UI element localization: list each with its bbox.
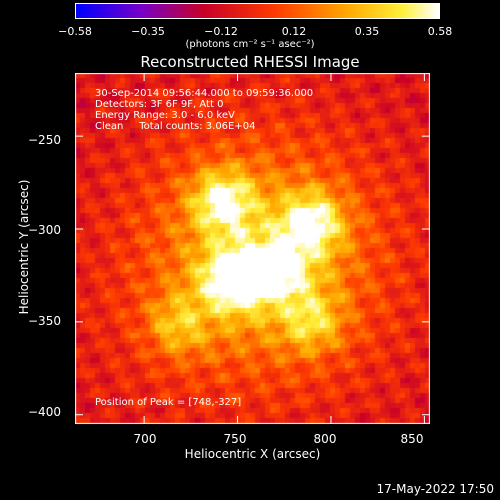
timestamp: 17-May-2022 17:50 xyxy=(376,482,494,496)
colorbar-tick: 0.35 xyxy=(354,25,380,38)
detectors-info: Detectors: 3F 6F 9F, Att 0 xyxy=(95,99,224,110)
y-tick-label: −300 xyxy=(28,223,61,237)
colorbar xyxy=(75,3,440,19)
x-tick-label: 750 xyxy=(223,432,247,446)
x-tick-label: 850 xyxy=(400,432,424,446)
y-tick-label: −250 xyxy=(28,133,61,147)
y-tick-label: −350 xyxy=(28,314,61,328)
peak-position: Position of Peak = [748,-327] xyxy=(95,397,242,408)
colorbar-units: (photons cm⁻² s⁻¹ asec⁻²) xyxy=(185,39,315,50)
time-range: 30-Sep-2014 09:56:44.000 to 09:59:36.000 xyxy=(95,88,314,99)
energy-range: Energy Range: 3.0 - 6.0 keV xyxy=(95,110,235,121)
x-tick-label: 700 xyxy=(133,432,157,446)
colorbar-tick: 0.58 xyxy=(427,25,453,38)
plot-title: Reconstructed RHESSI Image xyxy=(140,53,360,71)
x-tick-label: 800 xyxy=(313,432,337,446)
y-axis-title: Heliocentric Y (arcsec) xyxy=(17,179,31,315)
colorbar-tick: −0.35 xyxy=(131,25,165,38)
x-axis-title: Heliocentric X (arcsec) xyxy=(184,447,321,461)
clean-info: Clean Total counts: 3.06E+04 xyxy=(95,121,256,132)
heatmap-plot[interactable]: 30-Sep-2014 09:56:44.000 to 09:59:36.000… xyxy=(75,73,430,424)
y-tick-label: −400 xyxy=(28,405,61,419)
colorbar-tick: −0.12 xyxy=(204,25,238,38)
colorbar-tick: 0.12 xyxy=(281,25,307,38)
colorbar-tick: −0.58 xyxy=(58,25,92,38)
heatmap-image xyxy=(75,73,430,424)
